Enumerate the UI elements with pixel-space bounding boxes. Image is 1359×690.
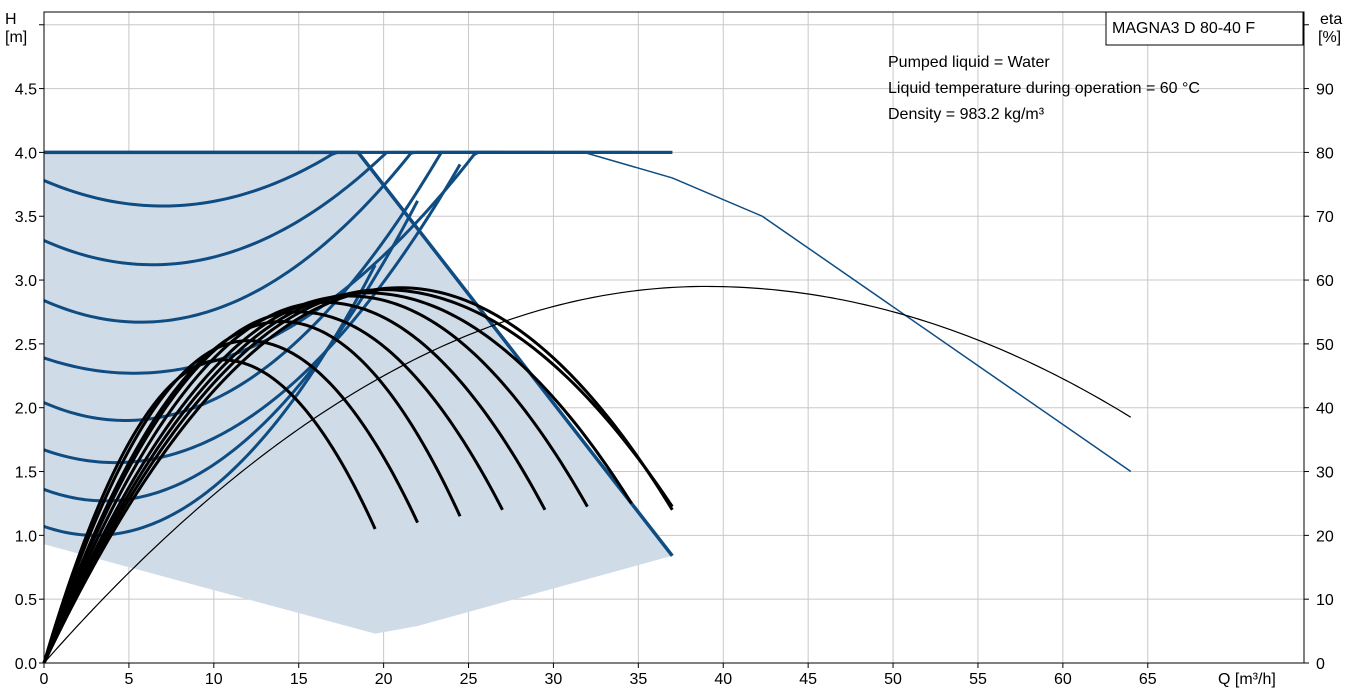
y-left-axis-title-bottom: [m]: [5, 29, 27, 46]
y-right-axis-title-top: eta: [1320, 11, 1342, 28]
efficiency-max-curve: [43, 285, 1132, 664]
y-left-tick-label: 1.5: [15, 465, 37, 482]
y-right-tick-label: 80: [1316, 145, 1334, 162]
y-left-tick-label: 3.5: [15, 209, 37, 226]
efficiency-curves-layer: [42, 285, 1132, 664]
x-tick-label: 45: [799, 671, 817, 688]
grid-lines: [44, 12, 1304, 663]
operating-area-layer: [44, 152, 673, 634]
y-right-tick-label: 40: [1316, 401, 1334, 418]
pump-curve: [43, 150, 545, 375]
y-left-tick-label: 1.0: [15, 528, 37, 545]
note-liquid-temperature: Liquid temperature during operation = 60…: [888, 80, 1200, 97]
x-tick-label: 35: [629, 671, 647, 688]
pump-curve: [43, 150, 503, 422]
y-left-tick-label: 2.0: [15, 401, 37, 418]
operating-area-boundary: [44, 150, 674, 557]
x-tick-label: 15: [290, 671, 308, 688]
y-left-tick-label: 0.5: [15, 592, 37, 609]
y-right-tick-label: 50: [1316, 337, 1334, 354]
y-right-tick-label: 0: [1316, 656, 1325, 673]
plot-frame: [43, 11, 1305, 664]
tick-labels: 0 5 10 15 20 25 30 35 40 45 50 55 60 65 0.0 0.5 1.0 1.5 2.…: [15, 82, 1334, 688]
x-tick-label: 60: [1054, 671, 1072, 688]
y-right-tick-label: 10: [1316, 592, 1334, 609]
y-left-tick-label: 4.5: [15, 82, 37, 99]
efficiency-curve: [42, 286, 674, 664]
max-pump-curve: [44, 151, 1132, 473]
x-tick-label: 65: [1139, 671, 1157, 688]
y-right-tick-label: 20: [1316, 528, 1334, 545]
tick-marks: [39, 24, 1309, 668]
y-right-tick-label: 70: [1316, 209, 1334, 226]
y-left-tick-label: 2.5: [15, 337, 37, 354]
pump-curve: [43, 163, 462, 465]
y-right-tick-label: 30: [1316, 465, 1334, 482]
operating-area: [44, 152, 673, 634]
x-tick-label: 5: [124, 671, 133, 688]
x-tick-label: 40: [714, 671, 732, 688]
y-right-tick-label: 60: [1316, 273, 1334, 290]
title-box: [1105, 11, 1304, 46]
y-left-tick-label: 0.0: [15, 656, 37, 673]
x-tick-label: 25: [460, 671, 478, 688]
note-density: Density = 983.2 kg/m³: [888, 106, 1045, 123]
y-right-axis-title-bottom: [%]: [1318, 29, 1341, 46]
x-tick-label: 50: [884, 671, 902, 688]
pump-curve: [43, 200, 419, 503]
x-tick-label: 20: [375, 671, 393, 688]
x-tick-label: 55: [969, 671, 987, 688]
y-left-tick-label: 3.0: [15, 273, 37, 290]
y-right-tick-label: 90: [1316, 82, 1334, 99]
note-pumped-liquid: Pumped liquid = Water: [888, 54, 1050, 71]
x-axis-title: Q [m³/h]: [1218, 671, 1276, 688]
x-tick-label: 10: [205, 671, 223, 688]
x-tick-label: 30: [545, 671, 563, 688]
x-tick-label: 0: [40, 671, 49, 688]
y-left-axis-title-top: H: [5, 11, 17, 28]
y-left-tick-label: 4.0: [15, 145, 37, 162]
chart-title: MAGNA3 D 80-40 F: [1112, 20, 1255, 37]
